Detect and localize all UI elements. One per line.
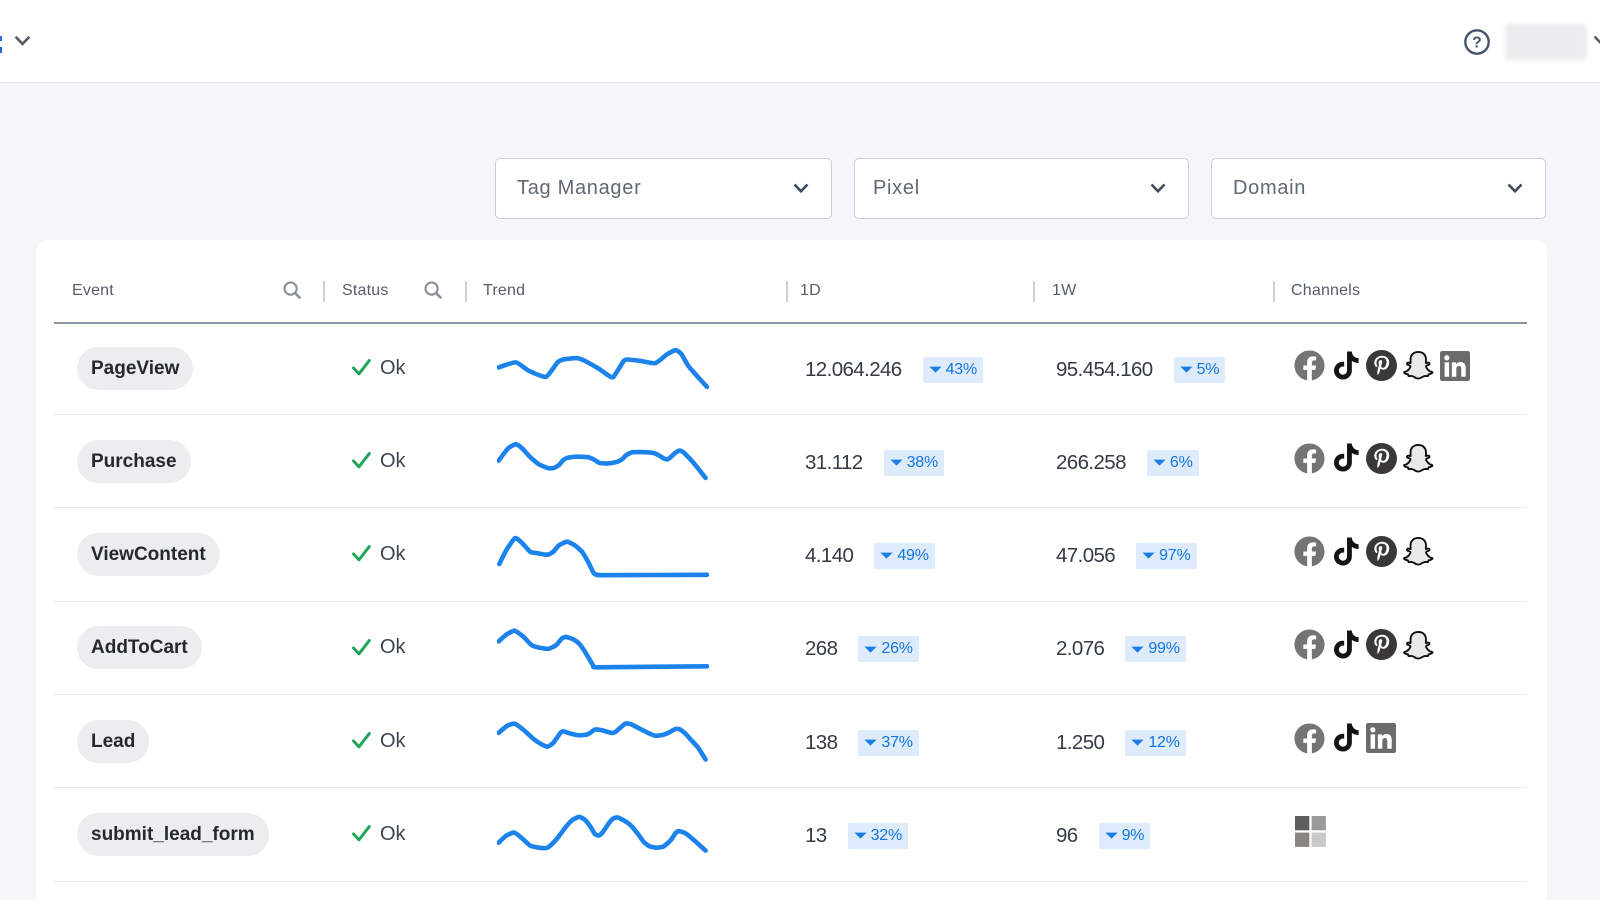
svg-text:?: ?: [1472, 35, 1481, 52]
